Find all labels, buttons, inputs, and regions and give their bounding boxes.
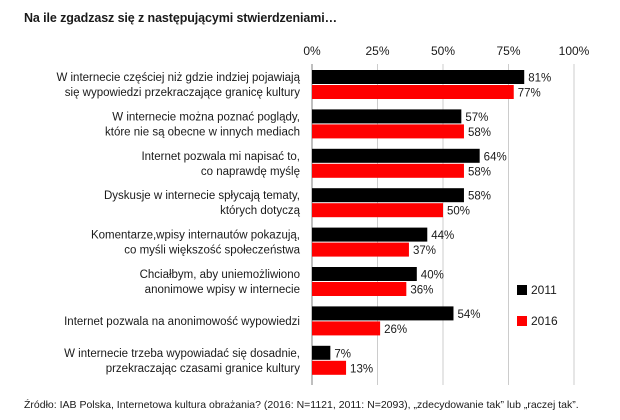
data-label: 7% — [334, 348, 351, 360]
x-tick-label: 25% — [365, 44, 389, 58]
legend-swatch-2011 — [517, 285, 527, 295]
legend-label: 2016 — [531, 314, 558, 328]
bar-2016 — [312, 242, 409, 257]
x-tick-label: 100% — [559, 44, 590, 58]
category-label: co naprawdę myślę — [201, 166, 300, 178]
bar-2016 — [312, 203, 443, 218]
category-label: przekraczając czasami granice kultury — [106, 363, 301, 375]
bar-2011 — [312, 70, 525, 84]
category-label: Chciałbym, aby uniemożliwiono — [140, 269, 300, 281]
bar-2016 — [312, 321, 381, 336]
data-label: 54% — [457, 309, 480, 321]
bar-2011 — [312, 188, 464, 203]
bar-2011 — [312, 267, 417, 281]
category-label: W internecie można poznać poglądy, — [112, 111, 300, 123]
bar-2016 — [312, 360, 347, 375]
legend-label: 2011 — [531, 283, 557, 297]
bar-2016 — [312, 124, 464, 139]
category-label: Internet pozwala na anonimowość wypowied… — [64, 316, 300, 328]
category-label: W internecie częściej niż gdzie indziej … — [56, 72, 300, 84]
data-label: 13% — [350, 363, 373, 375]
category-label: Dyskusje w internecie spłycają tematy, — [104, 190, 300, 202]
bar-2016 — [312, 163, 464, 178]
category-label: Internet pozwala mi napisać to, — [141, 151, 300, 163]
x-tick-label: 0% — [303, 44, 321, 58]
data-label: 26% — [384, 324, 407, 336]
data-label: 81% — [528, 73, 551, 85]
data-label: 57% — [465, 112, 488, 124]
category-label: co myśli większość społeczeństwa — [124, 245, 300, 257]
bar-2011 — [312, 148, 480, 163]
x-tick-label: 75% — [496, 44, 520, 58]
data-label: 37% — [413, 245, 436, 257]
data-label: 36% — [410, 285, 433, 297]
bar-2011 — [312, 345, 331, 360]
data-label: 64% — [484, 151, 507, 163]
data-label: 50% — [447, 206, 470, 218]
bar-2011 — [312, 109, 462, 124]
bar-2016 — [312, 282, 407, 296]
data-label: 58% — [468, 191, 491, 203]
legend-swatch-2016 — [517, 316, 527, 326]
category-label: się wypowiedzi przekraczające granicę ku… — [65, 87, 300, 99]
data-label: 58% — [468, 166, 491, 178]
bar-2011 — [312, 227, 428, 242]
x-tick-label: 50% — [431, 44, 455, 58]
category-label: których dotyczą — [220, 205, 300, 217]
category-label: anonimowe wpisy w internecie — [145, 284, 300, 296]
category-label: W internecie trzeba wypowiadać się dosad… — [64, 348, 300, 360]
bar-2011 — [312, 306, 454, 321]
data-label: 77% — [518, 88, 541, 100]
category-label: które nie są obecne w innych mediach — [105, 126, 300, 138]
data-label: 44% — [431, 230, 454, 242]
category-label: Komentarze,wpisy internautów pokazują, — [91, 230, 300, 242]
data-label: 40% — [421, 270, 444, 282]
source-note: Źródło: IAB Polska, Internetowa kultura … — [24, 399, 579, 411]
data-label: 58% — [468, 127, 491, 139]
bar-2016 — [312, 85, 514, 99]
chart-title: Na ile zgadzasz się z następującymi stwi… — [24, 11, 338, 25]
